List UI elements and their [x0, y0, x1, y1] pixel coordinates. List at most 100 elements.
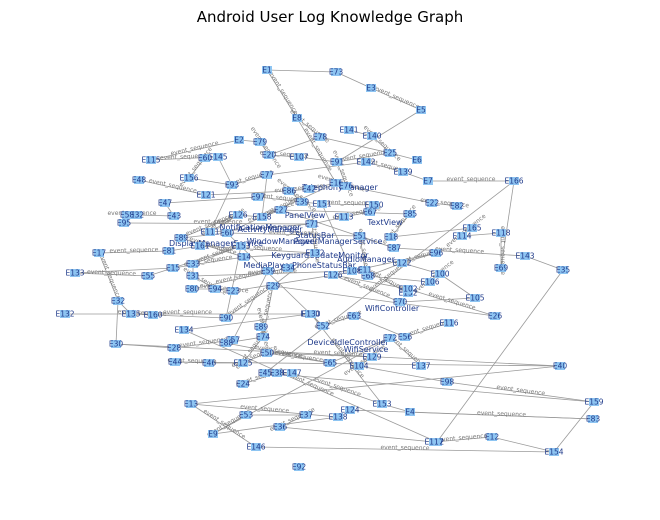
node-marker — [589, 398, 599, 406]
graph-edge — [329, 337, 391, 364]
node-label: E30 — [109, 340, 124, 349]
graph-edge — [332, 274, 409, 290]
node-marker — [307, 220, 317, 228]
node-marker — [398, 168, 408, 176]
graph-node: E133 — [65, 269, 84, 278]
graph-node: E153 — [231, 242, 250, 251]
graph-edge — [336, 152, 391, 163]
node-label: E81 — [162, 247, 177, 256]
node-label: E138 — [328, 413, 347, 422]
graph-node: E126 — [228, 211, 247, 220]
graph-edge — [243, 252, 316, 258]
node-label: E158 — [252, 213, 271, 222]
graph-edge — [232, 270, 269, 341]
graph-node: E1 — [262, 66, 272, 75]
graph-node: E130 — [301, 310, 320, 319]
graph-node: E132 — [305, 249, 324, 258]
node-label: E113 — [334, 213, 353, 222]
graph-node: E135 — [121, 310, 140, 319]
node-label: E161 — [190, 242, 209, 251]
node-marker — [405, 210, 415, 218]
node-label: E24 — [236, 380, 251, 389]
nodes-layer: E1 E73 E3 E5 E8 E141 E140 E2 E79 E78 E20 E107 E91 E25… — [55, 66, 603, 472]
graph-edge — [335, 71, 372, 89]
node-label: E45 — [258, 369, 273, 378]
graph-node: E23 — [226, 287, 241, 296]
node-label: E86 — [282, 187, 297, 196]
node-marker — [284, 187, 294, 195]
graph-node: E60 — [220, 229, 235, 238]
node-marker — [444, 319, 454, 327]
node-marker — [257, 213, 267, 221]
service-node-label: WifiService — [344, 345, 389, 354]
graph-node: E52 — [316, 322, 331, 331]
node-marker — [345, 406, 355, 414]
graph-node: E145 — [208, 153, 227, 162]
node-marker — [205, 228, 215, 236]
graph-edge — [242, 372, 278, 385]
graph-edge — [205, 190, 290, 196]
graph-node: E40 — [553, 362, 568, 371]
graph-edge — [190, 365, 561, 405]
node-label: E154 — [544, 448, 563, 457]
graph-node: E78 — [313, 133, 328, 142]
node-label: E32 — [130, 211, 145, 220]
node-marker — [558, 266, 568, 274]
node-label: E107 — [289, 153, 308, 162]
graph-node: E147 — [282, 369, 301, 378]
graph-node: E13 — [184, 400, 199, 409]
node-marker — [268, 282, 278, 290]
graph-node: E12 — [485, 433, 500, 442]
graph-edge — [272, 252, 316, 287]
node-label: E46 — [202, 359, 217, 368]
graph-node: E69 — [494, 264, 509, 273]
node-marker — [204, 359, 214, 367]
graph-node: E7 — [423, 177, 433, 186]
node-marker — [143, 272, 153, 280]
service-node-label: TextView — [366, 218, 403, 227]
graph-node: E72 — [383, 334, 398, 343]
graph-node: E27 — [274, 206, 289, 215]
node-label: E133 — [65, 269, 84, 278]
node-marker — [222, 229, 232, 237]
node-label: E31 — [186, 272, 201, 281]
graph-edge — [359, 235, 366, 271]
graph-node: E8 — [292, 114, 302, 123]
node-marker — [325, 359, 335, 367]
node-label: E29 — [266, 282, 281, 291]
graph-node: E141 — [339, 126, 358, 135]
graph-node: E53 — [239, 411, 254, 420]
graph-node: E91 — [330, 158, 345, 167]
node-label: E98 — [440, 378, 455, 387]
node-marker — [200, 154, 210, 162]
graph-node: E94 — [208, 285, 223, 294]
node-marker — [111, 340, 121, 348]
node-label: E105 — [465, 294, 484, 303]
graph-node: E96 — [429, 249, 444, 258]
node-label: E20 — [262, 151, 277, 160]
graph-edge — [164, 196, 259, 204]
node-marker — [276, 206, 286, 214]
edge-label: event_sequence — [193, 218, 242, 225]
node-marker — [255, 138, 265, 146]
graph-edge — [272, 285, 496, 317]
node-marker — [264, 151, 274, 159]
graph-node: E151 — [312, 200, 331, 209]
graph-node: E139 — [393, 168, 412, 177]
node-marker — [146, 156, 156, 164]
node-label: E156 — [179, 174, 198, 183]
graph-node: E65 — [323, 359, 338, 368]
node-label: E3 — [366, 84, 376, 93]
graph-node: E125 — [233, 359, 252, 368]
graph-node: E108 — [342, 267, 361, 276]
node-label: E88 — [219, 339, 234, 348]
graph-node: E137 — [411, 362, 430, 371]
service-node-label: DeviceIdleController — [307, 338, 389, 347]
service-node-label: KeyguardUpdateMonitor — [271, 251, 369, 260]
graph-node: E150 — [364, 201, 383, 210]
node-marker — [490, 312, 500, 320]
node-label: E63 — [347, 312, 362, 321]
node-marker — [262, 349, 272, 357]
graph-node: E80 — [185, 285, 200, 294]
graph-node: E14 — [237, 253, 252, 262]
